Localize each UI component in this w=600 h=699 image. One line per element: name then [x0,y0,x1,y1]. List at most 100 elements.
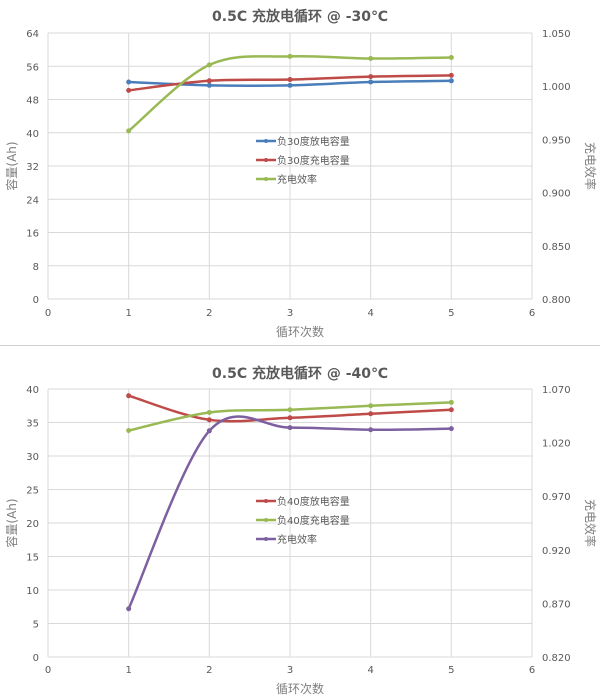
y-tick-label: 48 [26,96,39,107]
data-point [206,82,212,88]
x-tick-label: 1 [125,308,131,319]
y-tick-label: 32 [26,162,39,173]
legend-label: 充电效率 [277,173,317,186]
chart-divider [0,345,600,346]
y2-tick-label: 0.870 [542,599,571,610]
x-tick-label: 6 [529,308,535,319]
y-tick-label: 24 [26,195,39,206]
data-point [126,79,132,85]
data-point [126,128,132,134]
data-point [448,78,454,84]
legend-marker [264,518,268,522]
y-tick-label: 56 [26,62,39,73]
legend-marker [264,537,268,541]
data-point [287,415,293,421]
chart-title: 0.5C 充放电循环 @ -40℃ [212,365,388,382]
data-point [368,56,374,62]
y2-tick-label: 1.000 [542,82,571,93]
x-tick-label: 1 [125,665,131,676]
y2-tick-label: 0.920 [542,546,571,557]
series-line [127,415,452,610]
chart-minus-30: 0.5C 充放电循环 @ -30℃ 0 8 16 24 32 40 48 56 64 0.800 0.… [0,0,600,345]
y-tick-label: 10 [26,586,39,597]
data-point [206,62,212,68]
legend-marker [264,139,268,143]
data-point [126,87,132,93]
data-point [448,426,454,432]
x-tick-label: 0 [45,308,51,319]
x-tick-label: 2 [206,665,212,676]
x-tick-label: 3 [287,665,293,676]
data-point [287,425,293,431]
y2-axis-label: 充电效率 [583,499,598,547]
data-point [206,409,212,415]
data-point [126,428,132,434]
y2-tick-label: 0.820 [542,653,571,664]
data-point [287,82,293,88]
y-tick-label: 0 [33,295,39,306]
chart-svg-minus-30: 0.5C 充放电循环 @ -30℃08162432404856640.8000.… [4,8,598,339]
data-point [206,417,212,423]
x-tick-label: 4 [367,665,373,676]
y-tick-label: 20 [26,519,39,530]
legend-label: 负40度放电容量 [277,495,350,508]
y-tick-label: 64 [26,29,39,40]
y-tick-label: 35 [26,419,39,430]
y-tick-label: 0 [33,653,39,664]
data-point [287,53,293,59]
legend-marker [264,499,268,503]
x-tick-label: 5 [448,665,454,676]
data-point [368,79,374,85]
y2-axis-label: 充电效率 [583,142,598,190]
legend-marker [264,158,268,162]
y-tick-label: 15 [26,553,39,564]
data-point [368,427,374,433]
data-point [448,72,454,78]
x-tick-label: 3 [287,308,293,319]
data-point [368,411,374,417]
y-tick-label: 25 [26,486,39,497]
legend-label: 充电效率 [277,533,317,546]
data-point [448,54,454,60]
data-point [126,393,132,399]
y-tick-label: 40 [26,385,39,396]
chart-minus-40: 0.5C 充放电循环 @ -40℃ 0 5 10 15 20 25 30 35 40 0.820 0.… [0,346,600,699]
x-tick-label: 6 [529,665,535,676]
chart-svg-minus-40: 0.5C 充放电循环 @ -40℃05101520253035400.8200.… [4,365,598,696]
x-axis-label: 循环次数 [276,324,324,339]
data-point [368,403,374,409]
y2-tick-label: 0.900 [542,189,571,200]
series-line [127,54,452,132]
legend-label: 负30度放电容量 [277,135,350,148]
y-tick-label: 40 [26,129,39,140]
x-tick-label: 4 [367,308,373,319]
data-point [287,407,293,413]
legend-marker [264,177,268,181]
y-axis-label: 容量(Ah) [4,498,19,547]
y-tick-label: 16 [26,229,39,240]
data-point [126,606,132,612]
legend-label: 负30度充电容量 [277,154,350,167]
data-point [287,77,293,83]
y2-tick-label: 0.850 [542,242,571,253]
legend-label: 负40度充电容量 [277,514,350,527]
x-tick-label: 5 [448,308,454,319]
chart-title: 0.5C 充放电循环 @ -30℃ [212,8,388,25]
x-tick-label: 2 [206,308,212,319]
x-tick-label: 0 [45,665,51,676]
y2-tick-label: 1.020 [542,439,571,450]
data-point [368,74,374,80]
y-axis-label: 容量(Ah) [4,141,19,190]
y2-tick-label: 0.970 [542,492,571,503]
y-tick-label: 30 [26,452,39,463]
data-point [448,399,454,405]
y2-tick-label: 1.050 [542,29,571,40]
data-point [206,78,212,84]
y-tick-label: 8 [33,262,39,273]
y2-tick-label: 0.950 [542,135,571,146]
y-tick-label: 5 [33,620,39,631]
y2-tick-label: 0.800 [542,295,571,306]
x-axis-label: 循环次数 [276,681,324,696]
data-point [206,428,212,434]
data-point [448,407,454,413]
